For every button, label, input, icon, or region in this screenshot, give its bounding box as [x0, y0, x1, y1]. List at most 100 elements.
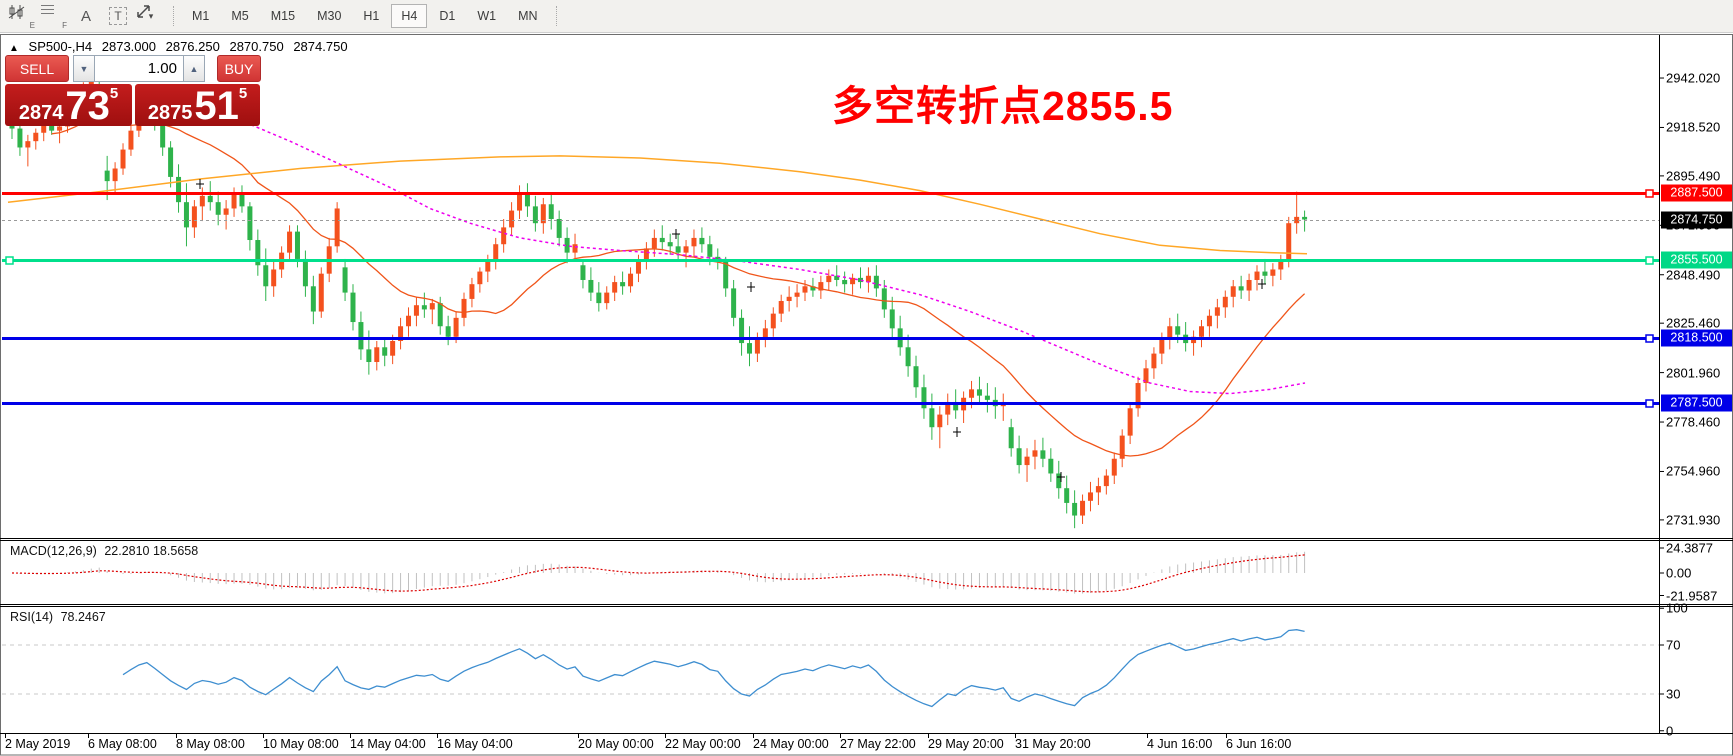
candle-body — [1135, 383, 1141, 409]
candle-body — [826, 275, 832, 283]
macd-axis-label: -21.9587 — [1666, 588, 1718, 603]
buy-button[interactable]: BUY — [217, 55, 261, 82]
candle-body — [358, 322, 364, 350]
candle-body — [635, 261, 641, 274]
candle-body — [540, 204, 546, 224]
candle-body — [1254, 271, 1260, 280]
timeframe-button-h1[interactable]: H1 — [363, 9, 380, 23]
candle-body — [1087, 492, 1093, 501]
collapse-arrow-icon[interactable]: ▲ — [9, 43, 19, 54]
candle-body — [858, 277, 864, 283]
data-window-icon[interactable]: F — [40, 4, 68, 30]
candle-body — [723, 261, 729, 289]
grid-glyph — [41, 4, 54, 14]
cursor-mode-icon[interactable]: ▾ — [136, 4, 164, 29]
price-axis-label: 2895.490 — [1666, 168, 1721, 184]
hline-handle[interactable] — [1645, 334, 1654, 343]
candle-body — [120, 149, 126, 169]
price-badge-2855.500: 2855.500 — [1661, 251, 1732, 269]
candle-body — [746, 343, 752, 354]
volume-decrease-button[interactable]: ▼ — [73, 55, 95, 82]
timeframe-button-h4[interactable]: H4 — [391, 4, 428, 28]
time-axis-label: 29 May 20:00 — [928, 737, 1004, 751]
candle-body — [976, 389, 982, 396]
candle-body — [572, 244, 578, 253]
candle-body — [1048, 458, 1054, 474]
candle-body — [168, 147, 174, 177]
text-label-icon[interactable]: A — [72, 4, 100, 29]
candle-body — [842, 279, 848, 285]
candle-body — [25, 141, 31, 148]
hline-handle[interactable] — [1645, 256, 1654, 265]
candle-body — [176, 176, 182, 203]
candle-body — [398, 326, 404, 341]
candle-body — [1286, 223, 1292, 262]
top-toolbar: E F A T ▾ M1 M5 M15 M30 H1 H4 D1 W1 MN — [0, 0, 1733, 33]
timeframe-button-m15[interactable]: M15 — [270, 9, 296, 23]
candle-body — [1159, 338, 1165, 354]
candle-body — [905, 347, 911, 367]
hline-handle[interactable] — [1645, 399, 1654, 408]
timeframe-button-m5[interactable]: M5 — [231, 9, 249, 23]
candle-body — [1167, 326, 1173, 339]
candle-body — [881, 288, 887, 310]
chart-annotation-text[interactable]: 多空转折点2855.5 — [832, 83, 1174, 129]
sell-button[interactable]: SELL — [5, 55, 69, 82]
ma-mid-magenta — [239, 119, 1306, 395]
hline-handle[interactable] — [1645, 189, 1654, 198]
time-axis-label: 22 May 00:00 — [665, 737, 741, 751]
timeframe-button-d1[interactable]: D1 — [439, 9, 456, 23]
candle-body — [231, 193, 237, 209]
volume-increase-button[interactable]: ▲ — [183, 55, 205, 82]
candle-body — [1016, 448, 1022, 466]
candle-body — [1103, 475, 1109, 487]
price-axis-label: 2731.930 — [1666, 512, 1721, 528]
candle-body — [1262, 271, 1268, 276]
candle-body — [651, 237, 657, 249]
candle-body — [596, 292, 602, 304]
candlestick-layer — [9, 65, 1308, 529]
candle-body — [1206, 315, 1212, 327]
dropdown-caret-icon[interactable]: ▾ — [148, 10, 154, 21]
candle-body — [509, 210, 515, 228]
timeframe-button-m30[interactable]: M30 — [317, 9, 342, 23]
candle-body — [374, 347, 380, 363]
time-axis-label: 24 May 00:00 — [753, 737, 829, 751]
candle-body — [263, 265, 269, 287]
open-value: 2873.000 — [101, 39, 156, 54]
candle-body — [810, 286, 816, 291]
candle-body — [873, 275, 879, 289]
symbol-period-label: SP500-,H4 — [28, 39, 93, 54]
hline-handle[interactable] — [5, 256, 14, 265]
rsi-axis-label: 0 — [1666, 723, 1674, 739]
candle-body — [334, 208, 340, 247]
candle-body — [57, 126, 63, 131]
candle-body — [794, 292, 800, 297]
expert-advisors-icon[interactable]: E — [8, 4, 36, 30]
candle-body — [715, 256, 721, 262]
timeframe-button-m1[interactable]: M1 — [192, 9, 210, 23]
timeframe-button-mn[interactable]: MN — [518, 9, 538, 23]
candle-body — [128, 130, 134, 150]
time-axis-label: 4 Jun 16:00 — [1147, 737, 1213, 751]
candle-body — [1056, 473, 1062, 489]
candle-body — [517, 193, 523, 211]
candle-body — [413, 305, 419, 316]
sell-price-tile[interactable]: 2874 73 5 — [5, 84, 132, 126]
candle-body — [1024, 456, 1030, 466]
candle-body — [501, 227, 507, 245]
high-value: 2876.250 — [165, 39, 220, 54]
candle-body — [1095, 486, 1101, 493]
buy-price-point: 5 — [238, 85, 248, 102]
candle-body — [1040, 450, 1046, 459]
candle-body — [1111, 458, 1117, 476]
candle-body — [921, 387, 927, 409]
candle-body — [643, 248, 649, 262]
volume-input[interactable] — [95, 55, 183, 82]
timeframe-button-w1[interactable]: W1 — [477, 9, 497, 23]
sell-price-integer: 2874 — [18, 102, 64, 124]
text-box-icon[interactable]: T — [104, 4, 132, 29]
buy-price-tile[interactable]: 2875 51 5 — [135, 84, 260, 126]
time-axis-label: 31 May 20:00 — [1015, 737, 1091, 751]
candle-body — [699, 237, 705, 245]
